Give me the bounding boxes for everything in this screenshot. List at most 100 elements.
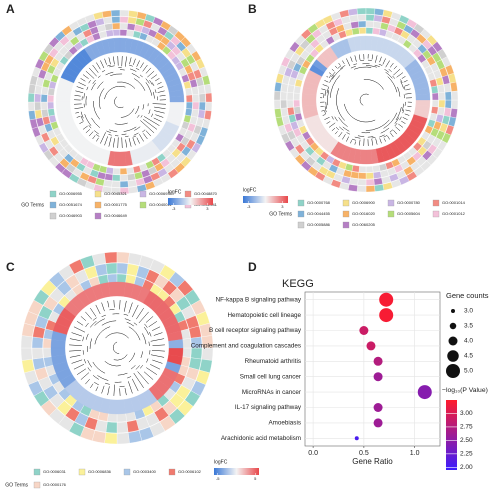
legend-title: GO Terms	[5, 482, 28, 488]
annotation-cell	[450, 81, 458, 92]
dendrogram-branch	[154, 89, 157, 94]
annotation-cell	[274, 108, 282, 119]
annotation-cell	[437, 106, 445, 116]
logfc-cell	[169, 95, 185, 103]
dendrogram-branch	[322, 84, 328, 87]
legend-swatch	[139, 201, 147, 209]
legend-swatch	[297, 221, 305, 229]
dendrogram-branch	[389, 129, 394, 133]
dendrogram-branch	[326, 86, 329, 94]
annotation-cell	[31, 336, 44, 349]
dendrogram-branch	[404, 84, 410, 87]
dendrogram-branch	[69, 355, 81, 358]
annotation-cell	[185, 101, 193, 110]
dendrogram-branch	[147, 70, 155, 78]
legend-label: 4.0	[464, 338, 473, 345]
annotation-cell	[28, 110, 36, 121]
dendrogram-branch	[97, 81, 104, 89]
legend-swatch	[49, 212, 57, 220]
legend-swatch	[33, 468, 41, 476]
dendrogram-branch	[88, 125, 92, 129]
annotation-cell	[273, 90, 281, 101]
annotation-cell	[127, 16, 137, 25]
dendrogram-branch	[338, 62, 341, 66]
dendrogram-branch	[137, 371, 149, 385]
dendrogram-branch	[92, 317, 97, 321]
legend-label: GO:0044455	[307, 211, 331, 216]
y-tick-label: NF-kappa B signaling pathway	[216, 296, 302, 303]
dendrogram-branch	[117, 81, 136, 89]
dendrogram-branch	[80, 78, 86, 82]
dendrogram-branch	[331, 116, 334, 120]
dendrogram-branch	[393, 65, 398, 70]
annotation-cell	[205, 101, 213, 112]
legend-swatch	[342, 199, 350, 207]
dendrogram-branch	[383, 135, 388, 138]
annotation-cell	[104, 173, 114, 181]
annotation-cell	[47, 108, 56, 117]
y-tick-label: B cell receptor signaling pathway	[209, 327, 302, 334]
annotation-cell	[372, 27, 381, 36]
dendrogram-branch	[324, 89, 327, 96]
dendrogram-branch	[152, 91, 155, 99]
annotation-cell	[184, 87, 193, 96]
dendrogram-branch	[95, 386, 99, 392]
annotation-cell	[286, 99, 294, 108]
dendrogram-branch	[338, 117, 348, 127]
dendrogram-branch	[121, 137, 123, 148]
dendrogram-branch	[140, 351, 143, 358]
annotation-cell	[197, 85, 206, 95]
annotation-cell	[20, 347, 33, 361]
annotation-cell	[190, 347, 203, 360]
dendrogram-branch	[86, 86, 89, 91]
dendrogram-branch	[339, 126, 344, 131]
legend-swatch	[432, 199, 440, 207]
annotation-cell	[110, 9, 121, 17]
colorbar	[446, 400, 457, 470]
dendrogram-branch	[130, 365, 136, 370]
annotation-cell	[126, 29, 135, 38]
annotation-cell	[438, 92, 446, 101]
dendrogram-branch	[85, 333, 89, 340]
chart-title: KEGG	[282, 278, 314, 290]
dendrogram-branch	[328, 72, 332, 75]
annotation-cell	[103, 179, 113, 188]
legend-label: GO:0016020	[352, 211, 376, 216]
panel-label: D	[248, 260, 257, 274]
legend-label: 5.0	[464, 368, 473, 375]
plot-area	[304, 291, 441, 447]
dendrogram-branch	[153, 332, 163, 336]
annotation-cell	[112, 29, 121, 37]
dendrogram-branch	[94, 326, 111, 345]
dendrogram-branch	[395, 126, 401, 132]
dendrogram-branch	[152, 344, 165, 346]
annotation-cell	[198, 101, 206, 111]
dendrogram-branch	[151, 350, 165, 352]
annotation-cell	[112, 167, 121, 175]
annotation-cell	[41, 86, 49, 96]
dendrogram-branch	[76, 115, 81, 118]
dendrogram-branch	[155, 78, 160, 82]
dendrogram-branch	[113, 56, 115, 65]
dendrogram-branch	[387, 135, 390, 140]
dendrogram-branch	[328, 74, 332, 79]
legend-label: 3.0	[464, 308, 473, 315]
panel-label: B	[248, 2, 257, 16]
dendrogram-branch	[82, 74, 89, 79]
annotation-cell	[351, 164, 360, 173]
dendrogram-branch	[346, 132, 350, 135]
legend-label: 3.5	[464, 323, 473, 330]
annotation-cell	[41, 108, 49, 118]
annotation-cell	[431, 92, 439, 101]
dendrogram-branch	[354, 136, 361, 139]
dot	[417, 385, 432, 400]
dendrogram-branch	[114, 122, 128, 125]
annotation-cell	[205, 92, 213, 103]
dendrogram-branch	[104, 58, 107, 65]
dendrogram-branch	[149, 350, 151, 355]
dendrogram-branch	[74, 107, 84, 109]
logfc-cell	[168, 339, 184, 349]
dendrogram-branch	[132, 135, 137, 138]
annotation-cell	[185, 94, 193, 103]
dendrogram-branch	[92, 79, 96, 84]
